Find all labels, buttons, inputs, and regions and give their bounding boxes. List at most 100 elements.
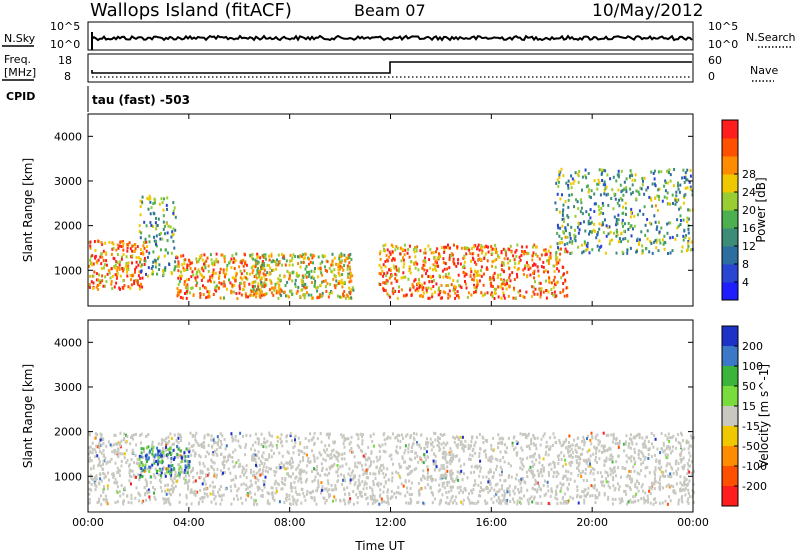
- power-cell: [486, 291, 489, 295]
- power-cell: [680, 219, 682, 222]
- power-cell: [162, 273, 165, 277]
- velocity-cell: [524, 433, 527, 437]
- velocity-cell: [110, 457, 113, 461]
- power-cell: [112, 256, 115, 260]
- power-cell: [203, 253, 206, 257]
- velocity-cell: [468, 498, 471, 502]
- power-cell: [108, 271, 111, 275]
- velocity-cell: [353, 455, 356, 459]
- power-cell: [249, 254, 252, 258]
- power-cell: [679, 223, 682, 226]
- velocity-cell: [332, 488, 335, 492]
- velocity-cell: [330, 456, 333, 460]
- power-cell: [513, 288, 516, 292]
- velocity-cell: [565, 469, 568, 473]
- power-cell: [588, 188, 590, 192]
- velocity-cell: [130, 458, 133, 462]
- velocity-cell: [616, 482, 619, 486]
- velocity-cell: [313, 478, 316, 482]
- velocity-cell: [384, 450, 387, 454]
- velocity-cell: [626, 484, 629, 488]
- power-cell: [581, 188, 583, 192]
- power-cell: [522, 250, 525, 254]
- velocity-cell: [562, 442, 565, 446]
- velocity-cell: [241, 465, 244, 469]
- power-cell: [92, 274, 95, 278]
- power-cell: [634, 173, 637, 177]
- velocity-cell: [645, 499, 647, 503]
- power-cell: [585, 243, 588, 247]
- power-cell: [418, 278, 420, 281]
- cpid-value: tau (fast) -503: [92, 93, 190, 107]
- velocity-cell: [260, 443, 263, 447]
- power-cell: [395, 268, 398, 272]
- velocity-cell: [99, 473, 102, 476]
- velocity-cell: [654, 437, 657, 441]
- velocity-cell: [222, 493, 225, 497]
- power-cell: [473, 286, 476, 289]
- power-cell: [443, 267, 446, 271]
- power-cell: [140, 282, 142, 286]
- power-cell: [243, 275, 246, 279]
- velocity-cell: [313, 459, 316, 463]
- velocity-cell: [393, 492, 396, 496]
- power-cell: [556, 280, 559, 284]
- power-cell: [300, 260, 303, 264]
- velocity-cell: [408, 457, 411, 461]
- velocity-cell: [362, 454, 365, 458]
- power-cell: [686, 186, 689, 190]
- power-cell: [91, 254, 94, 258]
- power-cell: [166, 251, 169, 255]
- velocity-cell: [612, 484, 615, 488]
- power-cell: [607, 232, 610, 236]
- power-cell: [228, 278, 230, 282]
- velocity-cell: [489, 458, 492, 462]
- velocity-cell: [169, 476, 172, 480]
- velocity-cell: [600, 480, 603, 484]
- power-cell: [197, 268, 200, 272]
- power-cell: [682, 168, 685, 172]
- power-cell: [387, 294, 390, 297]
- power-cell: [196, 270, 198, 274]
- velocity-cell: [145, 484, 148, 488]
- power-cell: [596, 244, 599, 248]
- power-cell: [186, 286, 189, 290]
- power-cell: [567, 205, 570, 209]
- velocity-cell: [170, 456, 173, 460]
- power-cell: [306, 285, 309, 289]
- velocity-cell: [120, 483, 123, 487]
- power-cell: [600, 207, 603, 210]
- velocity-cell: [611, 457, 614, 461]
- power-cell: [283, 275, 286, 279]
- velocity-cell: [472, 488, 475, 491]
- power-cell: [402, 271, 405, 275]
- velocity-cell: [687, 468, 689, 472]
- power-cell: [577, 180, 580, 184]
- velocity-cell: [486, 501, 489, 505]
- power-cell: [434, 290, 436, 294]
- power-cell: [444, 261, 447, 265]
- velocity-cell: [103, 472, 106, 476]
- velocity-cell: [313, 467, 315, 471]
- power-cell: [128, 241, 131, 245]
- velocity-cell: [409, 497, 412, 501]
- date-title: 10/May/2012: [592, 1, 704, 21]
- velocity-cell: [330, 484, 333, 487]
- power-cell: [199, 272, 202, 276]
- velocity-cell: [660, 432, 663, 436]
- power-cell: [575, 198, 578, 202]
- velocity-cell: [291, 486, 294, 490]
- velocity-cell: [300, 480, 303, 484]
- velocity-cell: [136, 462, 139, 466]
- power-cell: [641, 249, 644, 253]
- power-cell: [544, 253, 547, 257]
- power-cell: [553, 282, 556, 286]
- velocity-cell: [164, 489, 167, 493]
- velocity-cell: [271, 444, 274, 448]
- velocity-cell: [302, 456, 305, 459]
- velocity-cell: [168, 501, 171, 505]
- velocity-cell: [132, 437, 134, 441]
- velocity-cell: [688, 444, 691, 448]
- velocity-cell: [670, 465, 673, 469]
- power-cell: [494, 287, 497, 291]
